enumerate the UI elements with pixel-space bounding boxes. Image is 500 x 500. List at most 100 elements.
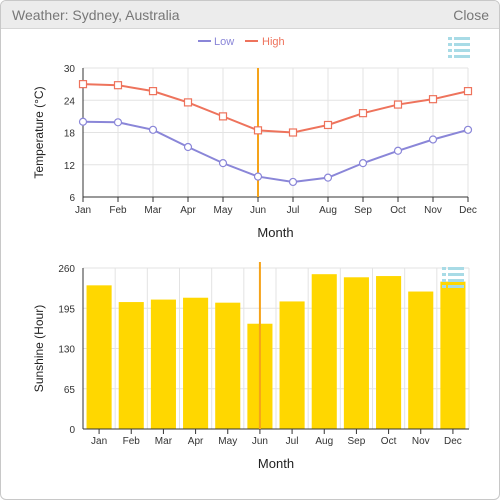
bar-chart-x-tick-label: Jan xyxy=(91,436,107,447)
data-point-high[interactable] xyxy=(393,100,403,109)
data-point-high[interactable] xyxy=(358,109,368,118)
line-chart-x-tick-label: Sep xyxy=(354,205,372,216)
data-point-low[interactable] xyxy=(358,159,368,168)
menu-icon-bar xyxy=(454,49,470,52)
menu-icon-bar xyxy=(448,285,464,288)
bar-sep[interactable] xyxy=(343,277,369,429)
menu-icon-dot xyxy=(448,37,452,40)
bar-chart-x-tick-label: Feb xyxy=(123,436,141,447)
line-chart-y-tick-label: 18 xyxy=(64,129,76,140)
bar-chart-x-tick-label: Oct xyxy=(381,436,397,447)
line-chart-y-tick-label: 30 xyxy=(64,64,76,75)
bar-may[interactable] xyxy=(215,302,241,429)
bar-chart-x-tick-label: Aug xyxy=(315,436,333,447)
bar-chart-x-tick-label: Jun xyxy=(252,436,268,447)
data-point-low[interactable] xyxy=(148,125,158,134)
menu-icon-bar xyxy=(448,273,464,276)
menu-icon-dot xyxy=(448,55,452,58)
line-chart-x-tick-label: Oct xyxy=(390,205,406,216)
legend-label-low: Low xyxy=(214,36,234,48)
bar-chart-x-tick-label: May xyxy=(218,436,237,447)
data-point-low[interactable] xyxy=(253,172,263,181)
bar-feb[interactable] xyxy=(118,302,144,429)
menu-icon-bar xyxy=(454,43,470,46)
data-point-high[interactable] xyxy=(463,87,473,96)
bar-mar[interactable] xyxy=(150,299,176,429)
close-button[interactable]: Close xyxy=(453,7,489,23)
title-bar: Weather: Sydney, Australia Close xyxy=(1,1,499,29)
charts-canvas: 6 12 18 24 30 Jan Feb Mar Apr May Jun Jul Aug Sep Oct N… xyxy=(32,36,477,471)
bar-chart-x-tick-label: Apr xyxy=(188,436,204,447)
data-point-low[interactable] xyxy=(78,117,88,126)
bar-chart-y-tick-label: 65 xyxy=(64,385,76,396)
data-point-low[interactable] xyxy=(218,159,228,168)
line-chart-y-axis-title: Temperature (°C) xyxy=(32,86,46,178)
line-chart-x-tick-label: Mar xyxy=(144,205,162,216)
menu-icon-bar xyxy=(448,267,464,270)
bar-oct[interactable] xyxy=(376,276,402,429)
menu-icon-bar xyxy=(454,37,470,40)
bar-chart-y-tick-label: 130 xyxy=(58,345,75,356)
data-point-high[interactable] xyxy=(253,126,263,135)
menu-icon-dot xyxy=(442,279,446,282)
bar-jul[interactable] xyxy=(279,301,305,429)
menu-icon-dot xyxy=(442,285,446,288)
data-point-high[interactable] xyxy=(288,128,298,137)
window-title: Weather: Sydney, Australia xyxy=(12,7,180,23)
bar-chart-x-tick-label: Mar xyxy=(155,436,173,447)
bar-chart-x-tick-label: Nov xyxy=(412,436,430,447)
data-point-high[interactable] xyxy=(218,112,228,121)
bar-chart-menu-icon[interactable] xyxy=(442,267,464,288)
series-line-high xyxy=(82,83,469,134)
line-chart-x-tick-label: Apr xyxy=(180,205,196,216)
line-chart-y-tick-label: 12 xyxy=(64,161,76,172)
line-chart-y-tick-label: 24 xyxy=(64,96,76,107)
line-chart-x-tick-label: Aug xyxy=(319,205,337,216)
menu-icon-dot xyxy=(448,49,452,52)
bar-aug[interactable] xyxy=(311,274,337,429)
menu-icon-dot xyxy=(442,267,446,270)
bar-nov[interactable] xyxy=(408,291,434,429)
data-point-low[interactable] xyxy=(323,173,333,182)
line-chart-menu-icon[interactable] xyxy=(448,37,470,58)
menu-icon-bar xyxy=(448,279,464,282)
bar-chart-y-tick-label: 260 xyxy=(58,264,75,275)
bar-dec[interactable] xyxy=(440,281,466,429)
data-point-high[interactable] xyxy=(323,120,333,130)
bar-chart-x-tick-label: Jul xyxy=(286,436,299,447)
line-chart-x-tick-label: Jun xyxy=(250,205,266,216)
data-point-high[interactable] xyxy=(183,98,193,107)
line-chart-x-axis-title: Month xyxy=(257,225,293,240)
line-chart-x-tick-label: Dec xyxy=(459,205,477,216)
data-point-low[interactable] xyxy=(288,177,298,187)
line-chart-x-tick-label: Feb xyxy=(109,205,127,216)
legend-label-high: High xyxy=(262,36,285,48)
data-point-low[interactable] xyxy=(183,142,193,152)
menu-icon-dot xyxy=(448,43,452,46)
line-chart-y-tick-label: 6 xyxy=(69,193,75,204)
bar-chart-x-axis-title: Month xyxy=(258,456,294,471)
data-point-low[interactable] xyxy=(113,118,123,127)
line-chart-x-tick-label: Jul xyxy=(287,205,300,216)
menu-icon-dot xyxy=(442,273,446,276)
bar-jan[interactable] xyxy=(86,285,112,429)
data-point-high[interactable] xyxy=(428,95,438,104)
series-line-low xyxy=(82,120,469,183)
data-point-low[interactable] xyxy=(393,146,403,155)
line-chart-x-tick-label: May xyxy=(214,205,233,216)
bar-chart-x-tick-label: Sep xyxy=(348,436,366,447)
bar-chart-y-axis-title: Sunshine (Hour) xyxy=(32,305,46,392)
data-point-low[interactable] xyxy=(428,135,438,144)
menu-icon-bar xyxy=(454,55,470,58)
data-point-low[interactable] xyxy=(463,125,473,134)
bar-chart-y-tick-label: 195 xyxy=(58,304,75,315)
bar-chart-x-tick-label: Dec xyxy=(444,436,462,447)
bar-chart-y-tick-label: 0 xyxy=(69,425,75,436)
data-point-high[interactable] xyxy=(148,87,158,96)
data-point-high[interactable] xyxy=(78,80,88,89)
line-chart-x-tick-label: Nov xyxy=(424,205,442,216)
line-chart-x-tick-label: Jan xyxy=(75,205,91,216)
data-point-high[interactable] xyxy=(113,81,123,90)
bar-apr[interactable] xyxy=(183,297,209,429)
